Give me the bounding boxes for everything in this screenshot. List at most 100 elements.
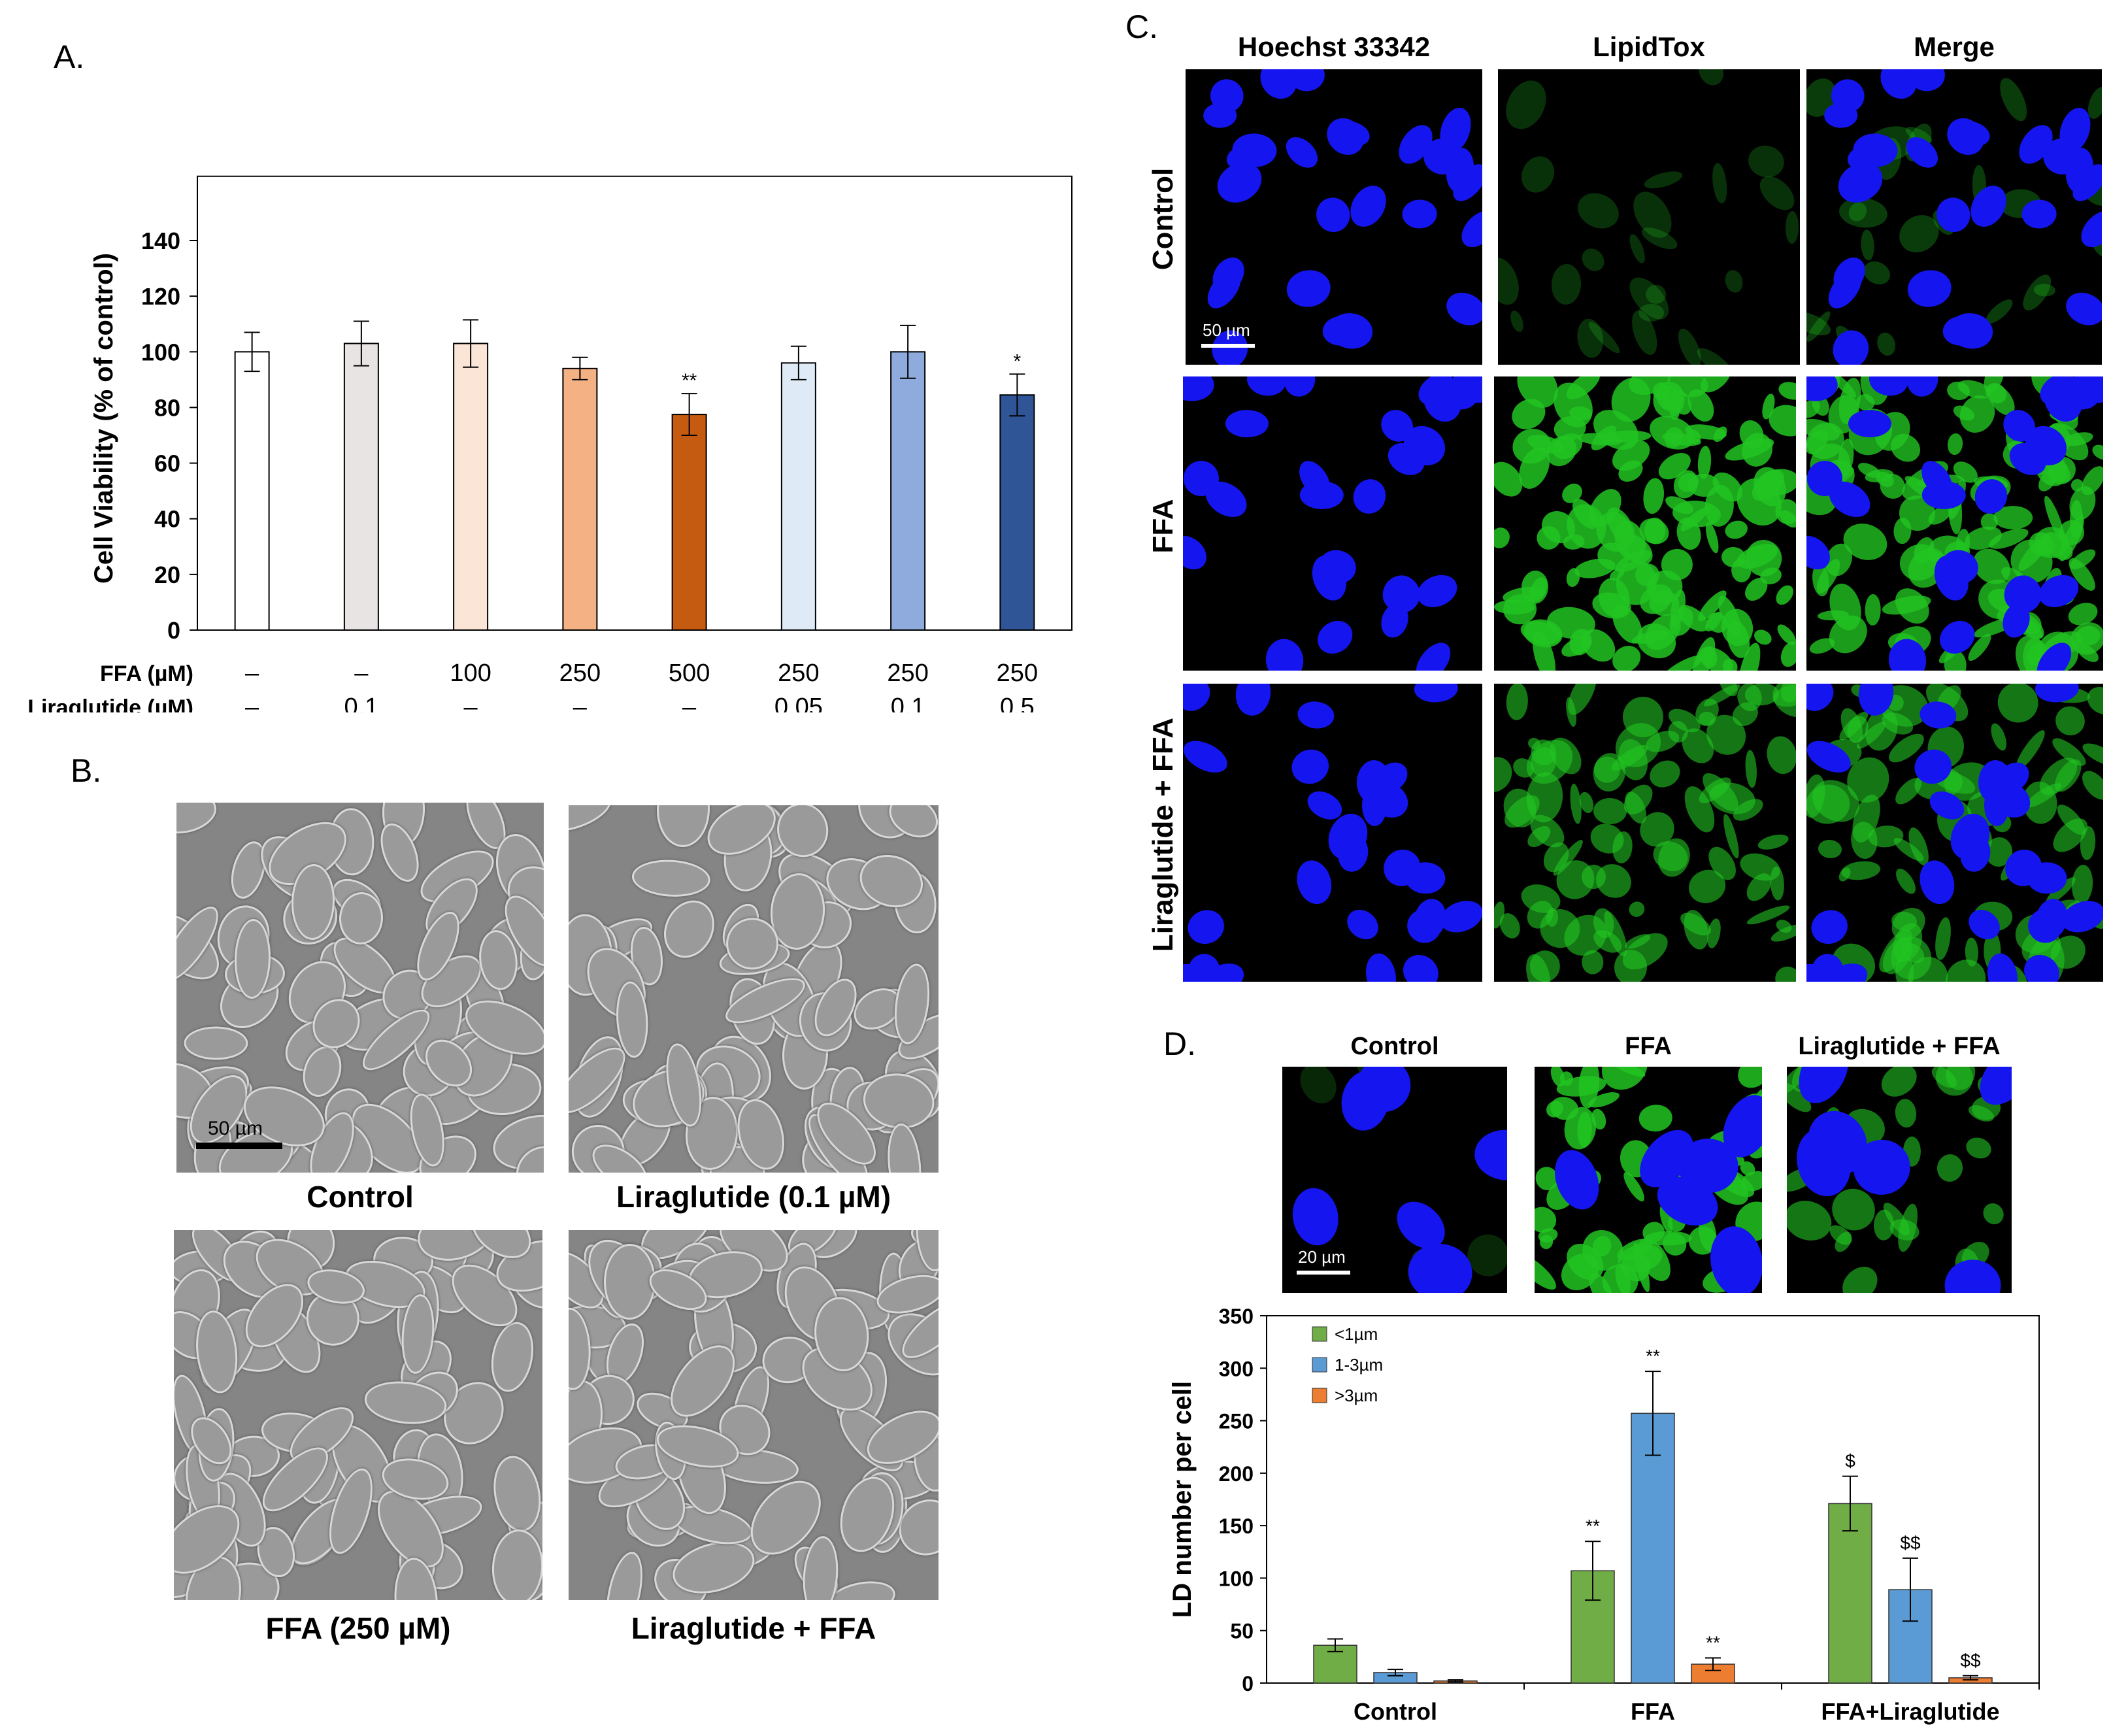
bar: [562, 367, 598, 631]
y-tick-label: 250: [1219, 1410, 1254, 1433]
significance-mark: $$: [1960, 1650, 1981, 1671]
panel-label-b: B.: [71, 752, 102, 789]
ffa-value: 250: [778, 659, 819, 687]
legend-swatch: [1312, 1357, 1327, 1373]
y-tick-label: 0: [1242, 1672, 1254, 1695]
ffa-value: 500: [669, 659, 710, 687]
fluorescence-liraglutide-ffa-lipidtox: [1494, 684, 1796, 982]
y-tick-label: 300: [1219, 1357, 1254, 1380]
y-tick-label: 40: [154, 506, 180, 533]
x-tick-label: FFA: [1631, 1698, 1675, 1725]
x-tick-label: FFA+Liraglutide: [1821, 1698, 1999, 1725]
y-tick-label: 100: [1219, 1567, 1254, 1590]
d-header-liraglutide-ffa: Liraglutide + FFA: [1798, 1033, 2001, 1060]
chart-a-cell-viability: 0 20 40 60 80 100 120 140 Cell Viability (% of c…: [27, 175, 1072, 712]
liraglutide-value: 0.05: [774, 693, 823, 712]
micrograph-ffa: [174, 1230, 542, 1600]
y-tick-label: 60: [154, 450, 180, 477]
y-axis-label: LD number per cell: [1168, 1381, 1197, 1618]
ffa-value: 100: [450, 659, 491, 687]
legend-label: >3µm: [1335, 1386, 1378, 1405]
scale-bar-d: [1297, 1271, 1350, 1275]
fluorescence-ffa-lipidtox: [1494, 376, 1796, 671]
plot-frame: [197, 175, 1072, 631]
significance-mark: **: [1646, 1346, 1660, 1366]
bar: [1631, 1412, 1675, 1684]
significance-mark: $: [1845, 1451, 1855, 1471]
significance-mark: **: [1706, 1632, 1720, 1652]
significance-mark: $$: [1900, 1533, 1921, 1553]
column-header-hoechst: Hoechst 33342: [1237, 31, 1431, 62]
caption-liraglutide-ffa: Liraglutide + FFA: [631, 1611, 876, 1645]
y-tick-label: 140: [141, 227, 180, 254]
d-image-control: [1282, 1067, 1507, 1293]
scale-bar-c: [1201, 344, 1255, 348]
legend-swatch: [1312, 1326, 1327, 1342]
legend-swatch: [1312, 1388, 1327, 1403]
micrograph-liraglutide-ffa: [569, 1230, 939, 1600]
panel-label-a: A.: [54, 39, 85, 75]
liraglutide-value: –: [464, 693, 478, 712]
y-tick-label: 150: [1219, 1514, 1254, 1538]
d-image-liraglutide-ffa: [1787, 1067, 2012, 1293]
row-label-liraglutide-ffa: Liraglutide + FFA: [1147, 717, 1179, 952]
scale-label-d: 20 µm: [1298, 1247, 1346, 1267]
d-header-ffa: FFA: [1625, 1033, 1672, 1060]
bar: [999, 394, 1035, 631]
y-tick-label: 80: [154, 394, 180, 421]
y-tick-label: 200: [1219, 1462, 1254, 1486]
y-tick-label: 350: [1219, 1305, 1254, 1328]
column-header-merge: Merge: [1914, 31, 1995, 62]
row-label-ffa: FFA (µM): [100, 661, 193, 686]
bar: [343, 342, 379, 631]
fluorescence-liraglutide-ffa-hoechst: [1183, 684, 1482, 982]
fluorescence-liraglutide-ffa-merge: [1806, 684, 2103, 982]
y-tick-label: 120: [141, 283, 180, 310]
scale-label-c: 50 µm: [1203, 320, 1250, 340]
x-tick-label: Control: [1354, 1698, 1437, 1725]
significance-mark: **: [682, 370, 697, 392]
fluorescence-ffa-merge: [1806, 376, 2103, 671]
scale-bar-b: [196, 1143, 282, 1149]
significance-mark: **: [1586, 1516, 1600, 1536]
caption-control: Control: [307, 1180, 414, 1214]
liraglutide-value: –: [245, 693, 259, 712]
micrograph-liraglutide: [569, 805, 939, 1173]
y-axis-label: Cell Viability (% of control): [90, 253, 118, 584]
micrograph-control: [176, 803, 544, 1173]
bar: [453, 342, 489, 631]
liraglutide-value: –: [682, 693, 697, 712]
y-tick-label: 50: [1230, 1620, 1254, 1643]
ffa-value: 250: [997, 659, 1038, 687]
liraglutide-value: 0.1: [344, 693, 378, 712]
bar: [1828, 1503, 1872, 1684]
fluorescence-control-hoechst: [1186, 69, 1482, 365]
liraglutide-value: 0.5: [1000, 693, 1035, 712]
caption-ffa: FFA (250 µM): [265, 1611, 451, 1645]
fluorescence-ffa-hoechst: [1183, 376, 1482, 671]
panel-label-c: C.: [1125, 8, 1158, 45]
d-header-control: Control: [1350, 1033, 1439, 1060]
ffa-value: –: [354, 659, 369, 687]
y-tick-label: 100: [141, 339, 180, 365]
row-label-liraglutide: Liraglutide (µM): [27, 695, 193, 712]
fluorescence-control-lipidtox: [1498, 69, 1800, 365]
scale-label-b: 50 µm: [208, 1118, 263, 1139]
fluorescence-control-merge: [1806, 69, 2102, 365]
caption-liraglutide: Liraglutide (0.1 µM): [616, 1180, 891, 1214]
d-image-ffa: [1535, 1067, 1762, 1293]
liraglutide-value: –: [573, 693, 588, 712]
row-label-ffa: FFA: [1147, 499, 1179, 554]
ffa-value: 250: [559, 659, 601, 687]
ffa-value: 250: [887, 659, 928, 687]
legend-label: <1µm: [1335, 1324, 1378, 1344]
y-tick-label: 0: [167, 617, 180, 644]
bar: [780, 362, 816, 631]
y-tick-label: 20: [154, 561, 180, 588]
bar: [234, 351, 270, 631]
column-header-lipidtox: LipidTox: [1593, 31, 1705, 62]
bar: [671, 414, 707, 631]
bar: [890, 351, 926, 631]
liraglutide-value: 0.1: [891, 693, 925, 712]
chart-d-ld-number: 0 50 100 150 200 250 300 350 LD number per cell C…: [1168, 1305, 2040, 1725]
